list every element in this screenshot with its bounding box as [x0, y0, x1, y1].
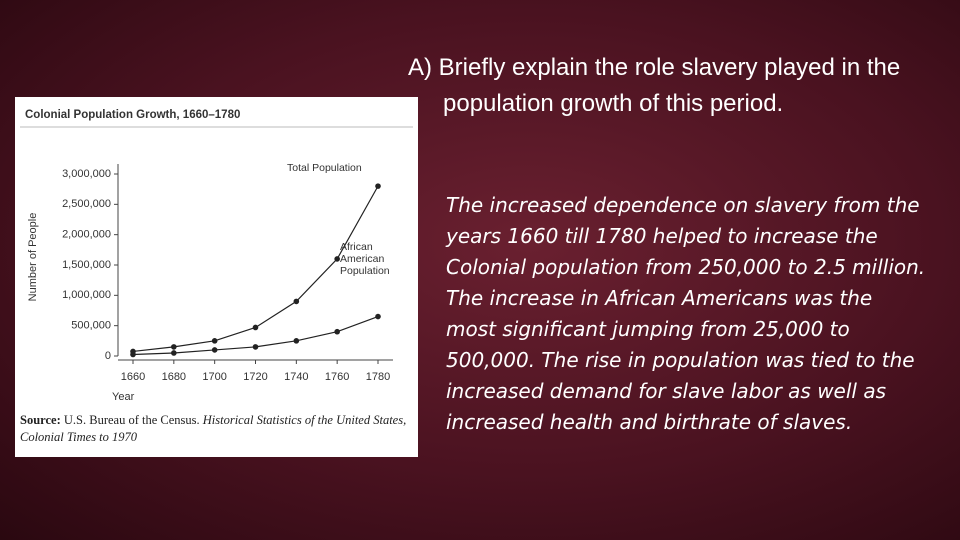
data-point: [130, 351, 136, 358]
series-label: African: [340, 241, 373, 253]
source-label: Source:: [20, 413, 61, 427]
series-label: Population: [340, 265, 390, 277]
data-point: [334, 328, 340, 335]
x-tick-label: 1700: [202, 371, 226, 383]
data-point: [375, 313, 381, 320]
x-tick-label: 1680: [162, 371, 186, 383]
series-label: Total Population: [287, 162, 362, 174]
data-point: [293, 298, 300, 305]
data-point: [211, 338, 218, 344]
x-tick-label: 1720: [243, 371, 267, 383]
y-axis-label: Number of People: [27, 213, 39, 302]
x-axis-label: Year: [112, 391, 135, 403]
y-tick-label: 2,000,000: [62, 229, 111, 241]
chart-title: Colonial Population Growth, 1660–1780: [25, 109, 240, 121]
slide-heading: A) Briefly explain the role slavery play…: [408, 54, 901, 117]
data-point: [252, 344, 259, 350]
data-point: [334, 256, 340, 262]
y-tick-label: 1,000,000: [62, 289, 111, 301]
source-title: Historical Statistics of the United Stat…: [20, 413, 407, 444]
x-tick-label: 1660: [121, 371, 145, 383]
data-point: [293, 338, 300, 344]
source-text: U.S. Bureau of the Census.: [63, 413, 200, 427]
series-label: American: [340, 253, 385, 265]
data-point: [252, 324, 259, 331]
x-tick-label: 1740: [284, 371, 308, 383]
data-point: [171, 344, 177, 350]
y-tick-label: 3,000,000: [62, 168, 111, 180]
data-point: [375, 183, 381, 189]
slide-answer: The increased dependence on slavery from…: [446, 193, 926, 434]
data-point: [171, 350, 177, 356]
x-tick-label: 1760: [325, 371, 349, 383]
y-tick-label: 500,000: [71, 320, 111, 332]
y-tick-label: 2,500,000: [62, 198, 111, 210]
x-tick-label: 1780: [366, 371, 390, 383]
chart: Colonial Population Growth, 1660–1780 Nu…: [20, 109, 413, 403]
source-note: Source: U.S. Bureau of the Census. Histo…: [20, 412, 415, 446]
chart-panel: Colonial Population Growth, 1660–1780 Nu…: [15, 97, 418, 457]
data-point: [211, 347, 218, 353]
y-tick-label: 1,500,000: [62, 259, 111, 271]
y-tick-label: 0: [105, 350, 111, 362]
